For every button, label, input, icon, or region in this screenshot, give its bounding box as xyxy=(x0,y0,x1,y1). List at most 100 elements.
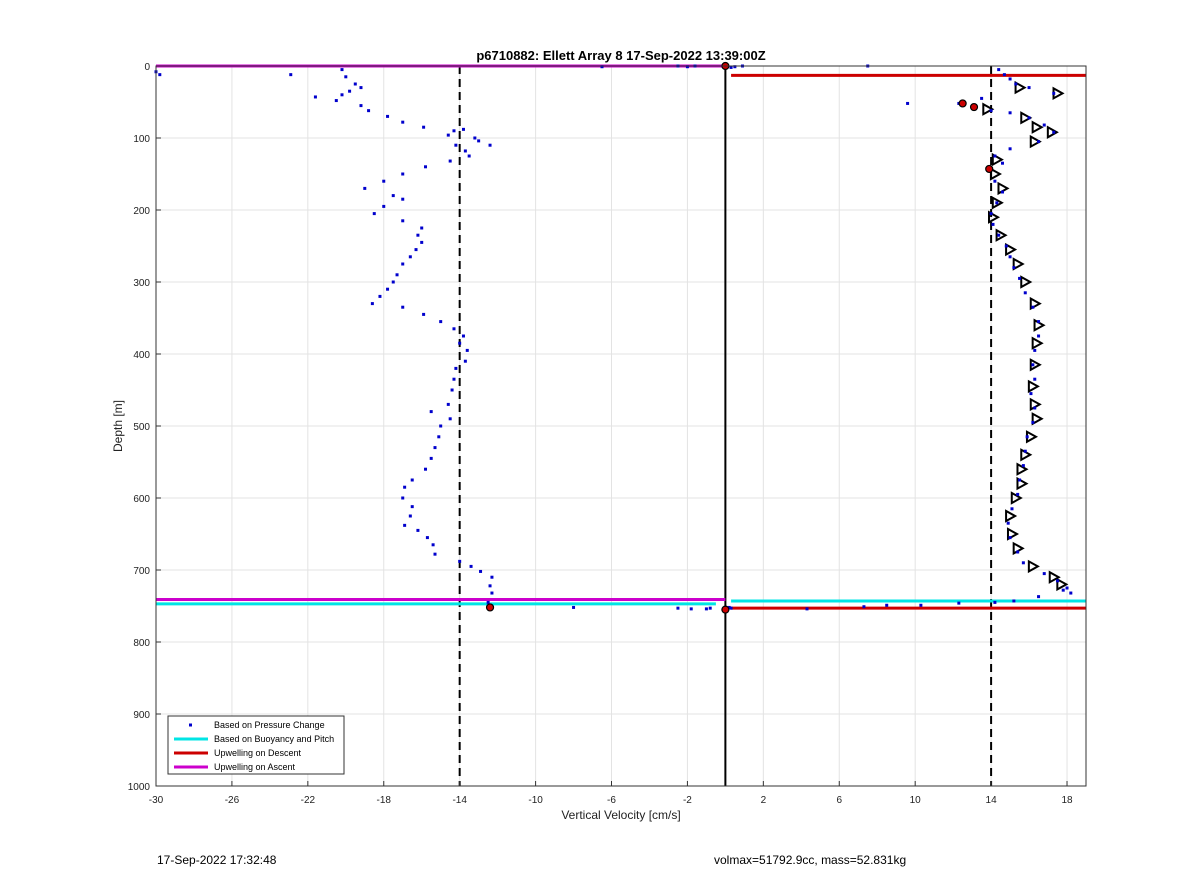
y-tick-label: 900 xyxy=(133,710,150,721)
x-tick-label: -18 xyxy=(377,795,392,806)
x-tick-label: -6 xyxy=(607,795,616,806)
data-point xyxy=(572,605,576,609)
data-point xyxy=(862,605,866,609)
triangle-marker xyxy=(991,152,1004,167)
triangle-marker xyxy=(982,102,995,116)
data-point xyxy=(158,73,162,77)
data-point xyxy=(414,248,418,252)
triangle-marker xyxy=(1029,134,1042,149)
data-point xyxy=(465,348,469,352)
axis-ticks: -30 -26 -22 -18 -14 -10 -6 -2 2 6 10 14 180100200300… xyxy=(128,62,1073,806)
data-point xyxy=(1008,147,1012,151)
x-tick-label: 10 xyxy=(910,795,922,806)
data-point xyxy=(420,240,424,244)
data-point xyxy=(401,120,405,124)
data-point xyxy=(461,334,465,338)
data-point xyxy=(463,149,467,153)
data-point xyxy=(1037,334,1041,338)
data-point xyxy=(1042,123,1046,127)
triangle-marker xyxy=(1014,80,1027,95)
triangle-marker xyxy=(991,196,1004,210)
triangle-marker xyxy=(1005,509,1018,523)
red-marker xyxy=(985,164,994,174)
y-tick-label: 100 xyxy=(133,134,150,145)
legend-entry-label: Upwelling on Ascent xyxy=(214,762,296,772)
red-marker xyxy=(721,605,730,614)
x-tick-label: -14 xyxy=(452,795,467,806)
data-point xyxy=(919,603,923,607)
triangle-marker xyxy=(1031,336,1044,350)
data-point xyxy=(408,514,412,518)
data-point xyxy=(458,341,462,345)
data-point xyxy=(1014,82,1018,86)
data-point xyxy=(452,377,456,381)
data-point xyxy=(989,109,993,113)
data-point xyxy=(429,410,433,414)
data-point xyxy=(1021,561,1025,565)
data-point xyxy=(1065,586,1069,590)
data-point xyxy=(1033,377,1037,381)
data-point xyxy=(997,68,1001,72)
data-point xyxy=(997,233,1001,237)
triangle-marker xyxy=(1020,275,1033,289)
data-point xyxy=(1008,111,1012,115)
pressure-change-points xyxy=(154,64,1073,612)
data-point xyxy=(473,136,477,140)
data-point xyxy=(408,255,412,259)
data-point xyxy=(957,601,961,605)
data-point xyxy=(386,287,390,291)
data-point xyxy=(486,600,490,604)
x-tick-label: 14 xyxy=(986,795,998,806)
y-tick-label: 800 xyxy=(133,638,150,649)
data-point xyxy=(490,591,494,595)
data-point xyxy=(704,607,708,611)
data-point xyxy=(382,204,386,208)
data-point xyxy=(980,96,984,100)
data-point xyxy=(689,607,693,611)
x-tick-label: -22 xyxy=(301,795,316,806)
data-point xyxy=(1069,591,1073,595)
data-point xyxy=(372,212,376,216)
data-point xyxy=(416,233,420,237)
y-tick-label: 400 xyxy=(133,350,150,361)
y-tick-label: 700 xyxy=(133,566,150,577)
data-point xyxy=(446,402,450,406)
data-point xyxy=(1037,320,1041,324)
data-point xyxy=(463,359,467,363)
data-point xyxy=(993,600,997,604)
footer-timestamp: 17-Sep-2022 17:32:48 xyxy=(157,853,277,867)
legend: Based on Pressure Change Based on Buoyanc… xyxy=(167,715,345,775)
triangle-marker xyxy=(1046,125,1059,139)
data-point xyxy=(1012,599,1016,603)
data-point xyxy=(488,143,492,147)
data-point xyxy=(454,143,458,147)
x-tick-label: -26 xyxy=(225,795,240,806)
data-point xyxy=(1052,91,1056,95)
grid-lines xyxy=(155,65,1086,787)
plot-area xyxy=(154,61,1086,786)
data-point xyxy=(1056,579,1060,583)
data-point xyxy=(403,485,407,489)
data-point xyxy=(401,496,405,500)
data-point xyxy=(1018,478,1022,482)
data-point xyxy=(403,523,407,527)
data-point xyxy=(424,467,428,471)
triangle-marker xyxy=(1027,379,1040,394)
data-point xyxy=(437,435,441,439)
triangle-marker xyxy=(1006,527,1020,541)
data-point xyxy=(334,99,338,103)
triangle-marker xyxy=(1031,120,1044,134)
data-point xyxy=(1000,161,1004,165)
data-point xyxy=(1016,492,1020,496)
y-tick-label: 500 xyxy=(133,422,150,433)
x-tick-label: 18 xyxy=(1061,795,1073,806)
red-marker xyxy=(485,603,495,612)
data-point xyxy=(1021,464,1025,468)
data-point xyxy=(367,109,371,113)
data-point xyxy=(313,95,317,99)
data-point xyxy=(1052,130,1056,134)
data-point xyxy=(1031,363,1035,367)
data-point xyxy=(1010,507,1014,511)
data-point xyxy=(378,294,382,298)
